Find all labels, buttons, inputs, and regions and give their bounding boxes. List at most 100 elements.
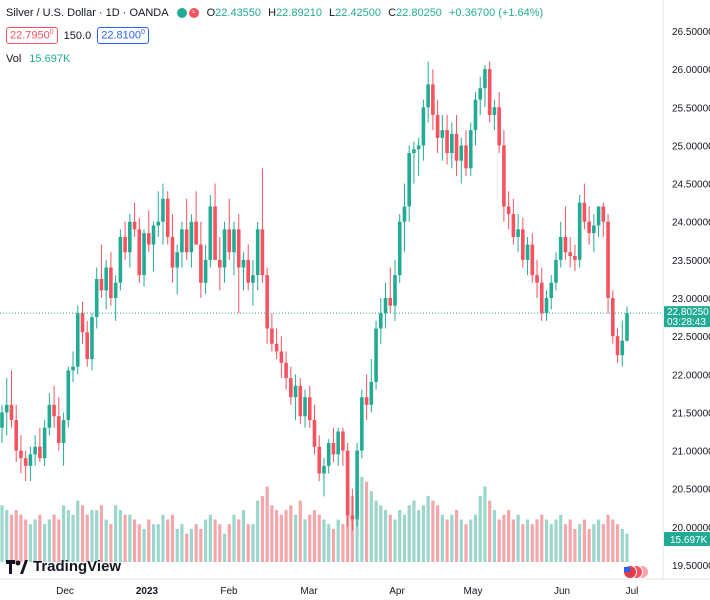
candle-body[interactable] bbox=[516, 229, 520, 237]
candle-body[interactable] bbox=[469, 130, 473, 168]
candle-body[interactable] bbox=[379, 313, 383, 328]
candle-body[interactable] bbox=[436, 115, 440, 138]
candle-body[interactable] bbox=[66, 370, 70, 420]
candle-body[interactable] bbox=[384, 298, 388, 313]
candle-body[interactable] bbox=[100, 279, 104, 290]
candle-body[interactable] bbox=[426, 84, 430, 107]
candle-body[interactable] bbox=[554, 260, 558, 283]
candle-body[interactable] bbox=[531, 245, 535, 276]
candle-body[interactable] bbox=[564, 237, 568, 252]
candle-body[interactable] bbox=[246, 260, 250, 283]
symbol-title[interactable]: Silver / U.S. Dollar · 1D · OANDA bbox=[6, 7, 169, 19]
candle-body[interactable] bbox=[502, 145, 506, 206]
candle-body[interactable] bbox=[431, 84, 435, 115]
candle-body[interactable] bbox=[43, 428, 47, 459]
candle-body[interactable] bbox=[583, 203, 587, 222]
candle-body[interactable] bbox=[76, 313, 80, 366]
candle-body[interactable] bbox=[611, 298, 615, 336]
candle-body[interactable] bbox=[545, 298, 549, 313]
candle-body[interactable] bbox=[540, 283, 544, 314]
candle-body[interactable] bbox=[322, 466, 326, 474]
candle-body[interactable] bbox=[445, 130, 449, 153]
candle-body[interactable] bbox=[123, 237, 127, 252]
candle-body[interactable] bbox=[194, 222, 198, 245]
candle-body[interactable] bbox=[147, 233, 151, 244]
candle-body[interactable] bbox=[568, 252, 572, 256]
candle-body[interactable] bbox=[289, 378, 293, 397]
candle-body[interactable] bbox=[308, 397, 312, 420]
candle-body[interactable] bbox=[592, 226, 596, 234]
candle-body[interactable] bbox=[488, 69, 492, 115]
candle-body[interactable] bbox=[62, 420, 66, 443]
candle-body[interactable] bbox=[422, 107, 426, 145]
candle-body[interactable] bbox=[185, 229, 189, 252]
candle-body[interactable] bbox=[242, 260, 246, 268]
candle-body[interactable] bbox=[407, 153, 411, 206]
candle-body[interactable] bbox=[284, 363, 288, 378]
candle-body[interactable] bbox=[213, 206, 217, 259]
candle-body[interactable] bbox=[109, 267, 113, 298]
candle-body[interactable] bbox=[218, 260, 222, 268]
candle-body[interactable] bbox=[403, 206, 407, 221]
candle-body[interactable] bbox=[24, 458, 28, 466]
candle-body[interactable] bbox=[38, 447, 42, 458]
candle-body[interactable] bbox=[450, 134, 454, 153]
candle-body[interactable] bbox=[294, 386, 298, 397]
buy-price-button[interactable]: 22.81000 bbox=[97, 27, 149, 44]
candle-body[interactable] bbox=[464, 145, 468, 168]
candle-body[interactable] bbox=[351, 515, 355, 519]
candle-body[interactable] bbox=[223, 229, 227, 267]
candle-body[interactable] bbox=[573, 256, 577, 260]
candle-body[interactable] bbox=[119, 237, 123, 283]
candle-body[interactable] bbox=[507, 206, 511, 214]
candle-body[interactable] bbox=[526, 245, 530, 260]
candle-body[interactable] bbox=[275, 344, 279, 352]
candle-body[interactable] bbox=[204, 260, 208, 283]
candle-body[interactable] bbox=[71, 367, 75, 371]
candle-body[interactable] bbox=[57, 416, 61, 443]
candle-body[interactable] bbox=[441, 130, 445, 138]
candle-body[interactable] bbox=[142, 233, 146, 275]
candle-body[interactable] bbox=[625, 313, 629, 340]
candle-body[interactable] bbox=[341, 432, 345, 451]
candle-body[interactable] bbox=[114, 283, 118, 298]
candle-body[interactable] bbox=[313, 420, 317, 447]
candle-body[interactable] bbox=[332, 443, 336, 454]
candle-body[interactable] bbox=[459, 145, 463, 160]
candle-body[interactable] bbox=[327, 443, 331, 466]
candle-body[interactable] bbox=[303, 397, 307, 416]
candle-body[interactable] bbox=[232, 229, 236, 252]
candle-body[interactable] bbox=[33, 447, 37, 455]
candle-body[interactable] bbox=[237, 229, 241, 267]
candle-body[interactable] bbox=[474, 100, 478, 131]
candle-body[interactable] bbox=[417, 145, 421, 149]
candle-body[interactable] bbox=[298, 386, 302, 417]
candle-body[interactable] bbox=[606, 222, 610, 298]
candle-body[interactable] bbox=[104, 267, 108, 290]
candle-body[interactable] bbox=[280, 351, 284, 362]
candle-body[interactable] bbox=[355, 451, 359, 520]
candle-body[interactable] bbox=[559, 237, 563, 260]
candle-body[interactable] bbox=[398, 222, 402, 275]
candle-body[interactable] bbox=[587, 222, 591, 233]
candle-body[interactable] bbox=[261, 229, 265, 275]
candle-body[interactable] bbox=[265, 275, 269, 328]
candle-body[interactable] bbox=[95, 279, 99, 317]
candle-body[interactable] bbox=[85, 332, 89, 359]
us-flag-icon[interactable] bbox=[622, 565, 650, 579]
candle-body[interactable] bbox=[166, 199, 170, 237]
candle-body[interactable] bbox=[374, 329, 378, 382]
candle-body[interactable] bbox=[48, 405, 52, 428]
candle-body[interactable] bbox=[81, 313, 85, 332]
candle-body[interactable] bbox=[19, 451, 23, 459]
candle-body[interactable] bbox=[199, 245, 203, 283]
candle-body[interactable] bbox=[156, 222, 160, 226]
candle-body[interactable] bbox=[227, 229, 231, 252]
candle-body[interactable] bbox=[209, 206, 213, 259]
candle-body[interactable] bbox=[602, 206, 606, 221]
candle-body[interactable] bbox=[133, 222, 137, 230]
candle-body[interactable] bbox=[412, 149, 416, 153]
candle-body[interactable] bbox=[5, 405, 9, 413]
candle-body[interactable] bbox=[175, 252, 179, 267]
